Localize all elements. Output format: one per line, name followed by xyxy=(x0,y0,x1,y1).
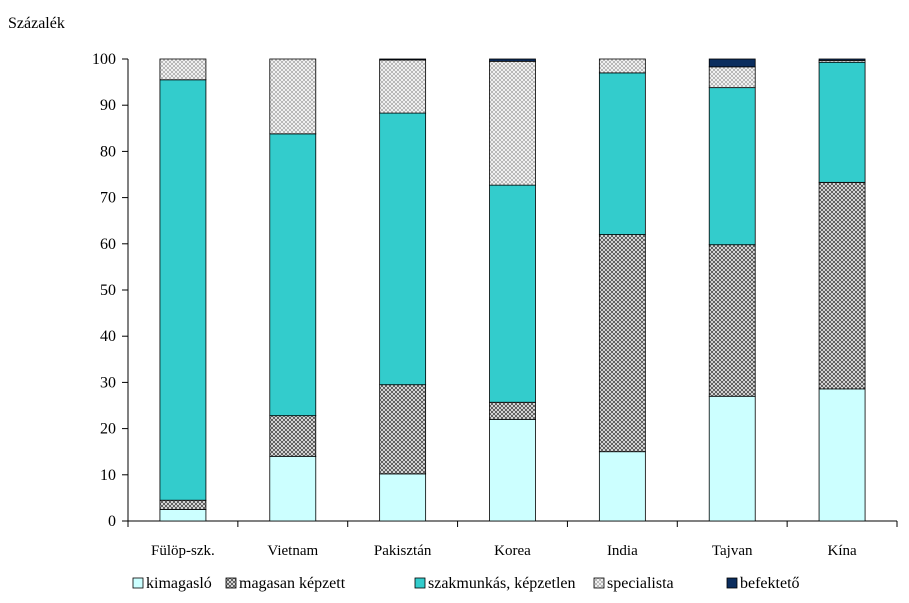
bar-segment xyxy=(708,87,756,246)
legend-swatch xyxy=(593,577,605,589)
plot-area: 0 10 20 30 40 50 60 70 80 90 100 Fülöp-szk. Vietnam P… xyxy=(92,51,898,559)
legend-label: magasan képzett xyxy=(239,575,346,592)
x-tick-label: Fülöp-szk. xyxy=(151,543,215,559)
y-axis-title: Százalék xyxy=(8,15,65,32)
legend-swatch xyxy=(414,577,426,589)
bar-segment xyxy=(269,415,317,457)
legend-label: befektető xyxy=(740,575,800,592)
bar-segment xyxy=(269,133,317,417)
bar-segment xyxy=(708,395,756,522)
bar-segment xyxy=(598,451,646,522)
bar-segment xyxy=(598,234,646,453)
bar-segment xyxy=(818,58,866,61)
bar-segment xyxy=(379,473,427,522)
x-tick-label: Vietnam xyxy=(267,543,318,559)
bar-segment xyxy=(489,401,536,420)
x-tick-label: India xyxy=(607,543,638,559)
bar-segment xyxy=(379,112,427,386)
legend-swatch xyxy=(132,577,144,589)
x-tick-label: Pakisztán xyxy=(374,543,432,559)
bar-segment xyxy=(708,66,756,89)
bar-segment xyxy=(379,59,427,114)
bar-segment xyxy=(379,58,427,61)
bar-segment xyxy=(818,388,866,522)
y-tick-label: 100 xyxy=(92,51,116,68)
bar-segment xyxy=(269,455,317,522)
bar-segment xyxy=(159,79,207,501)
legend-label: specialista xyxy=(607,575,674,592)
x-tick-label: Kína xyxy=(827,543,857,559)
bar-segment xyxy=(489,58,536,62)
y-tick-label: 50 xyxy=(100,282,116,299)
x-tick-label: Tajvan xyxy=(712,543,753,559)
bar-segment xyxy=(598,72,646,235)
y-tick-label: 0 xyxy=(108,513,116,530)
y-tick-label: 90 xyxy=(100,97,116,114)
legend-label: kimagasló xyxy=(146,575,212,592)
y-tick-label: 20 xyxy=(100,421,116,438)
bar-segment xyxy=(708,58,756,68)
bar-segment xyxy=(159,499,207,510)
bar-segment xyxy=(489,60,536,186)
legend-swatch xyxy=(225,577,237,589)
bar-segment xyxy=(489,184,536,403)
bar-segment xyxy=(159,509,207,522)
bar-segment xyxy=(708,244,756,397)
legend: kimagasló magasan képzett szakmunkás, képz… xyxy=(132,575,800,592)
y-tick-label: 60 xyxy=(100,236,116,253)
bar-segment xyxy=(818,181,866,390)
y-tick-label: 30 xyxy=(100,374,116,391)
bar-segment xyxy=(269,58,317,135)
bar-segment xyxy=(598,58,646,74)
bar-segment xyxy=(379,384,427,475)
x-tick-label: Korea xyxy=(494,543,531,559)
y-tick-label: 70 xyxy=(100,190,116,207)
y-tick-label: 40 xyxy=(100,328,116,345)
y-tick-label: 10 xyxy=(100,467,116,484)
bar-segment xyxy=(159,58,207,81)
legend-label: szakmunkás, képzetlen xyxy=(428,575,576,592)
bar-segment xyxy=(489,418,536,522)
legend-swatch xyxy=(726,577,738,589)
bar-segment xyxy=(818,61,866,183)
y-tick-label: 80 xyxy=(100,143,116,160)
